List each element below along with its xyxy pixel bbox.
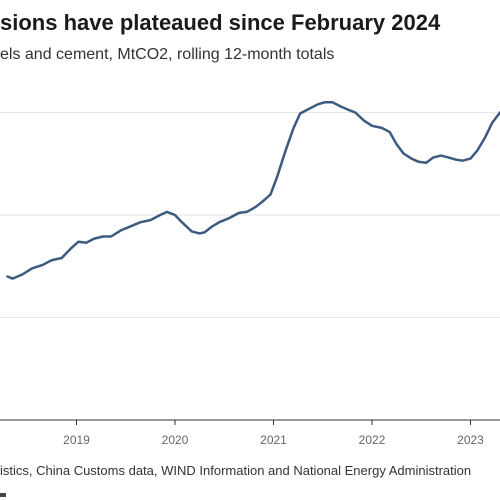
x-tick-label-2019: 2019 bbox=[63, 433, 90, 447]
x-tick-label-2023: 2023 bbox=[457, 433, 484, 447]
gridlines bbox=[0, 112, 500, 318]
x-tick-label-2020: 2020 bbox=[162, 433, 189, 447]
x-axis: 2019 2020 2021 2022 2023 bbox=[0, 419, 500, 447]
series-layer bbox=[6, 101, 500, 280]
chart-source: istics, China Customs data, WIND Informa… bbox=[0, 463, 472, 478]
series-line-1 bbox=[6, 101, 500, 280]
chart-subtitle: els and cement, MtCO2, rolling 12-month … bbox=[0, 46, 335, 63]
line-chart: 2019 2020 2021 2022 2023 bbox=[0, 101, 500, 447]
x-tick-label-2022: 2022 bbox=[359, 433, 386, 447]
x-tick-label-2021: 2021 bbox=[260, 433, 287, 447]
logo-mark bbox=[0, 493, 6, 497]
chart-title: sions have plateaued since February 2024 bbox=[0, 10, 441, 35]
